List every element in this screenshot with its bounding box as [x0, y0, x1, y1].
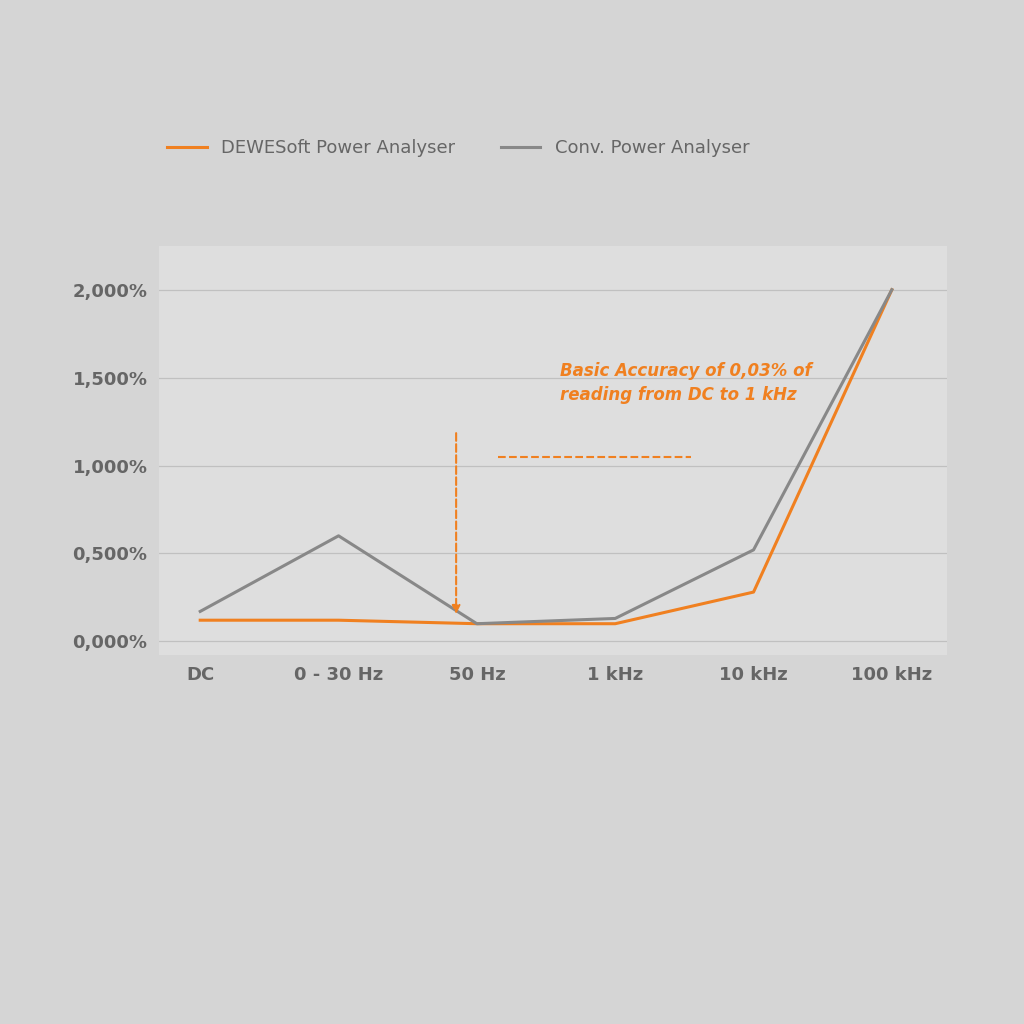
Legend: DEWESoft Power Analyser, Conv. Power Analyser: DEWESoft Power Analyser, Conv. Power Ana… — [160, 132, 757, 165]
Text: Basic Accuracy of 0,03% of
reading from DC to 1 kHz: Basic Accuracy of 0,03% of reading from … — [560, 362, 812, 404]
